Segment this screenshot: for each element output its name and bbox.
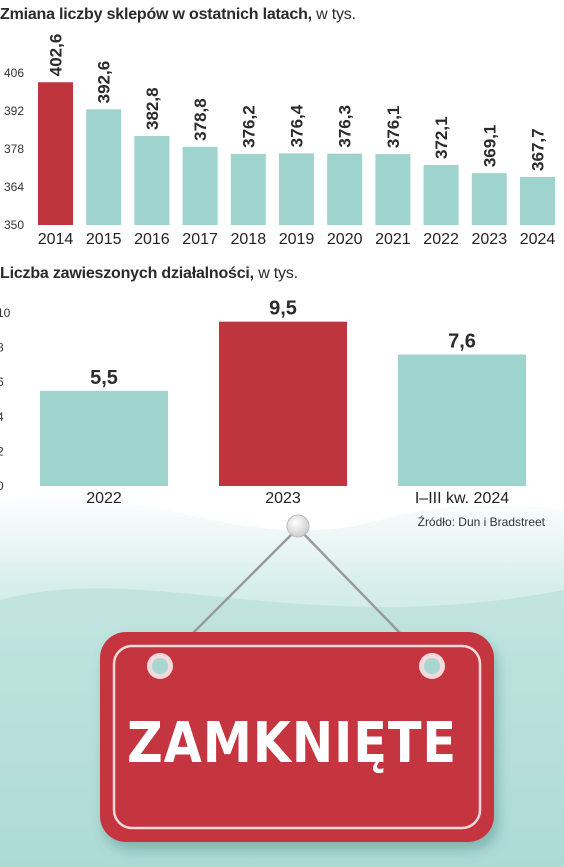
chart1-ytick-label: 406: [4, 66, 24, 80]
chart1-value-label: 392,6: [95, 61, 114, 104]
chart2-bar: [40, 390, 168, 486]
chart1-bar: [182, 146, 218, 225]
chart2-category-label: I–III kw. 2024: [415, 490, 509, 507]
chart2-value-label: 9,5: [269, 298, 297, 320]
chart1-value-label: 369,1: [480, 125, 499, 168]
chart1-bar: [230, 153, 266, 225]
chart1-bar: [86, 109, 122, 225]
chart1-category-label: 2023: [472, 231, 508, 248]
chart1-value-label: 372,1: [432, 116, 451, 159]
chart2-bar: [219, 321, 347, 486]
chart1-bar: [38, 82, 73, 225]
chart1-value-label: 376,4: [288, 104, 307, 147]
chart1-value-label: 367,7: [529, 128, 548, 171]
chart1-category-label: 2018: [231, 231, 267, 248]
chart1-ytick-label: 392: [4, 104, 24, 118]
chart1-bar: [279, 153, 314, 225]
sign-text: ZAMKNIĘTE: [127, 711, 457, 776]
chart1-ytick-label: 378: [4, 142, 24, 156]
chart1-bar: [423, 165, 459, 225]
chart1-category-label: 2020: [327, 231, 363, 248]
chart1-category-label: 2019: [279, 231, 315, 248]
chart2-ytick-label: 4: [0, 410, 4, 424]
chart1-title: Zmiana liczby sklepów w ostatnich latach…: [0, 6, 312, 23]
chart1-value-label: 402,6: [47, 34, 66, 77]
chart1-title-row: Zmiana liczby sklepów w ostatnich latach…: [0, 6, 356, 24]
nail-icon: [286, 514, 310, 538]
chart1-bar: [327, 153, 363, 225]
chart2-value-label: 5,5: [90, 367, 118, 389]
chart1-bar: [520, 176, 555, 225]
chart2-bar: [398, 354, 526, 486]
chart1-value-label: 376,3: [336, 105, 355, 148]
chart2-ytick-label: 8: [0, 341, 4, 355]
chart2-unit: w tys.: [258, 265, 298, 282]
chart1-category-label: 2015: [86, 231, 122, 248]
chart2-ytick-label: 0: [0, 479, 4, 493]
sign-border: [112, 644, 482, 830]
chart2-category-label: 2023: [265, 490, 301, 507]
chart1-value-label: 376,1: [384, 106, 403, 149]
chart2-category-label: 2022: [86, 490, 122, 507]
chart1-ytick-label: 364: [4, 180, 24, 194]
chart2-ytick-label: 10: [0, 306, 11, 320]
chart1-value-label: 376,2: [239, 105, 258, 148]
chart2-title-row: Liczba zawieszonych działalności, w tys.: [0, 265, 298, 283]
chart2-ytick-label: 6: [0, 375, 4, 389]
chart2-ytick-label: 2: [0, 444, 4, 458]
sign-board: [100, 632, 494, 842]
chart1-category-label: 2016: [134, 231, 170, 248]
chart1-bar: [471, 173, 507, 225]
chart1-ytick-label: 350: [4, 218, 24, 232]
chart1-category-label: 2021: [375, 231, 411, 248]
source-note: Źródło: Dun i Bradstreet: [417, 515, 545, 529]
chart1-unit: w tys.: [316, 6, 356, 23]
chart1-category-label: 2024: [520, 231, 556, 248]
chart1-value-label: 378,8: [191, 98, 210, 141]
chart1-shops: 350 364 378 392 406 402,6 2014 392,6 2015 382,8 20…: [4, 34, 556, 248]
chart2-title: Liczba zawieszonych działalności,: [0, 265, 254, 282]
chart1-category-label: 2014: [38, 231, 74, 248]
chart1-value-label: 382,8: [143, 87, 162, 130]
chart1-category-label: 2017: [182, 231, 218, 248]
chart1-bar: [134, 135, 170, 225]
chart1-category-label: 2022: [423, 231, 459, 248]
chart2-suspended: 0 2 4 6 8 10 5,5 2022 9,5 2023 7,6 I–III kw. 2024: [0, 298, 526, 507]
chart1-bar: [375, 154, 411, 225]
chart2-value-label: 7,6: [448, 331, 476, 353]
